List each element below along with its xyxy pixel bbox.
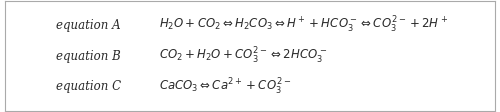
Text: equation A: equation A: [56, 19, 121, 32]
Text: $H_2O + CO_2 \Leftrightarrow H_2CO_3 \Leftrightarrow H^+ + HCO_3^- \Leftrightarr: $H_2O + CO_2 \Leftrightarrow H_2CO_3 \Le…: [160, 15, 449, 35]
Text: equation B: equation B: [56, 50, 121, 62]
Text: $CaCO_3 \Leftrightarrow Ca^{2+} + CO_3^{2-}$: $CaCO_3 \Leftrightarrow Ca^{2+} + CO_3^{…: [160, 77, 292, 97]
Text: equation C: equation C: [56, 80, 122, 93]
Text: $CO_2 + H_2O + CO_3^{2-} \Leftrightarrow 2HCO_3^-$: $CO_2 + H_2O + CO_3^{2-} \Leftrightarrow…: [160, 46, 328, 66]
